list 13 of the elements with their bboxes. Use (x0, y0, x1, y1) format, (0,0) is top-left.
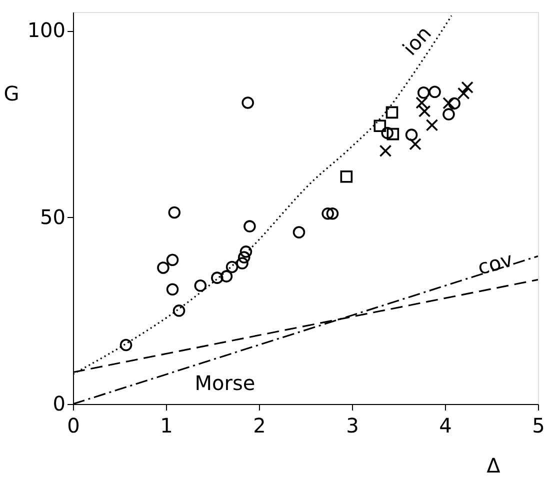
x-tick-label: 3 (346, 414, 359, 438)
x-tick-label: 1 (160, 414, 173, 438)
y-tick-label: 0 (52, 392, 66, 416)
annotation: ion (398, 21, 436, 60)
y-axis-title: G (4, 82, 20, 106)
x-tick-label: 5 (532, 414, 545, 438)
y-tick-label: 100 (27, 18, 66, 42)
x-tick-label: 4 (439, 414, 452, 438)
x-tick-label: 2 (253, 414, 266, 438)
annotation: Morse (194, 371, 256, 395)
x-tick-label: 0 (67, 414, 80, 438)
x-axis-title: Δ (486, 454, 501, 478)
y-tick-label: 50 (40, 204, 66, 229)
